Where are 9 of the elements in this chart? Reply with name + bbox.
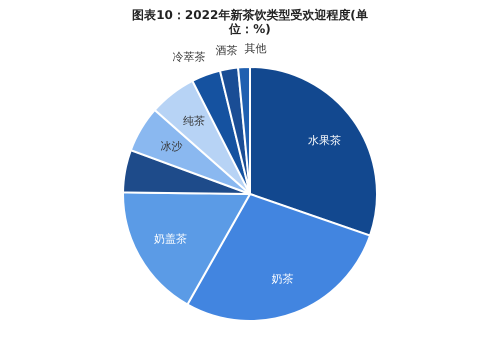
slice-label: 奶盖茶 bbox=[154, 232, 188, 246]
slice-label: 纯茶 bbox=[182, 114, 205, 128]
slice-label: 奶茶 bbox=[271, 272, 294, 286]
slice-label: 酒茶 bbox=[216, 44, 238, 57]
slice-label: 水果茶 bbox=[308, 134, 341, 147]
slice-label: 其他 bbox=[244, 42, 266, 56]
slice-label: 冷萃茶 bbox=[172, 50, 206, 64]
chart-title: 图表10：2022年新茶饮类型受欢迎程度(单位：%) bbox=[131, 8, 369, 36]
slice-label: 冰沙 bbox=[160, 140, 182, 154]
